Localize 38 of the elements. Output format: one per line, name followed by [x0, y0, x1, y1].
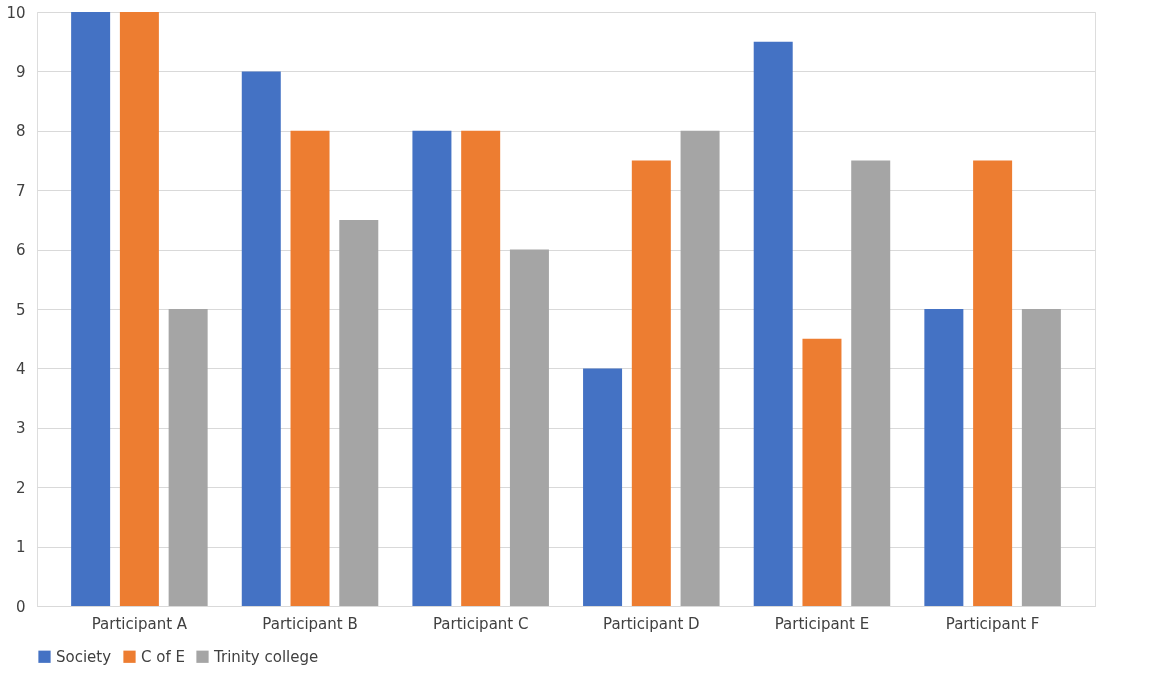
x-tick-label: Participant F: [945, 614, 1040, 633]
y-tick-label: 2: [15, 478, 26, 497]
bar: [168, 309, 208, 606]
bar: [241, 71, 281, 606]
y-tick-label: 5: [15, 300, 26, 319]
bar: [412, 130, 452, 606]
x-tick-label: Participant A: [91, 614, 188, 633]
legend-label: C of E: [141, 647, 185, 666]
y-tick-label: 3: [15, 419, 26, 438]
bar: [583, 368, 623, 606]
bar: [290, 130, 330, 606]
bar: [753, 41, 793, 606]
y-tick-label: 8: [15, 122, 26, 141]
x-tick-label: Participant B: [262, 614, 358, 633]
x-tick-label: Participant E: [774, 614, 870, 633]
bar: [851, 160, 891, 606]
legend-label: Society: [56, 647, 112, 666]
x-tick-label: Participant D: [603, 614, 700, 633]
bar: [71, 12, 111, 606]
bar: [680, 130, 720, 606]
bar: [461, 130, 501, 606]
y-tick-label: 9: [15, 62, 26, 81]
legend-label: Trinity college: [213, 647, 319, 666]
y-tick-label: 1: [15, 538, 26, 557]
bar: [973, 160, 1013, 606]
bar: [631, 160, 671, 606]
bar: [339, 219, 379, 606]
x-tick-label: Participant C: [432, 614, 529, 633]
bar: [509, 249, 549, 606]
y-tick-label: 10: [6, 3, 26, 22]
bar: [802, 338, 842, 606]
bar: [924, 309, 964, 606]
bar: [119, 12, 159, 606]
y-tick-label: 6: [15, 241, 26, 260]
bar: [1021, 309, 1061, 606]
y-tick-label: 4: [15, 359, 26, 378]
y-tick-label: 7: [15, 181, 26, 200]
y-tick-label: 0: [15, 597, 26, 616]
